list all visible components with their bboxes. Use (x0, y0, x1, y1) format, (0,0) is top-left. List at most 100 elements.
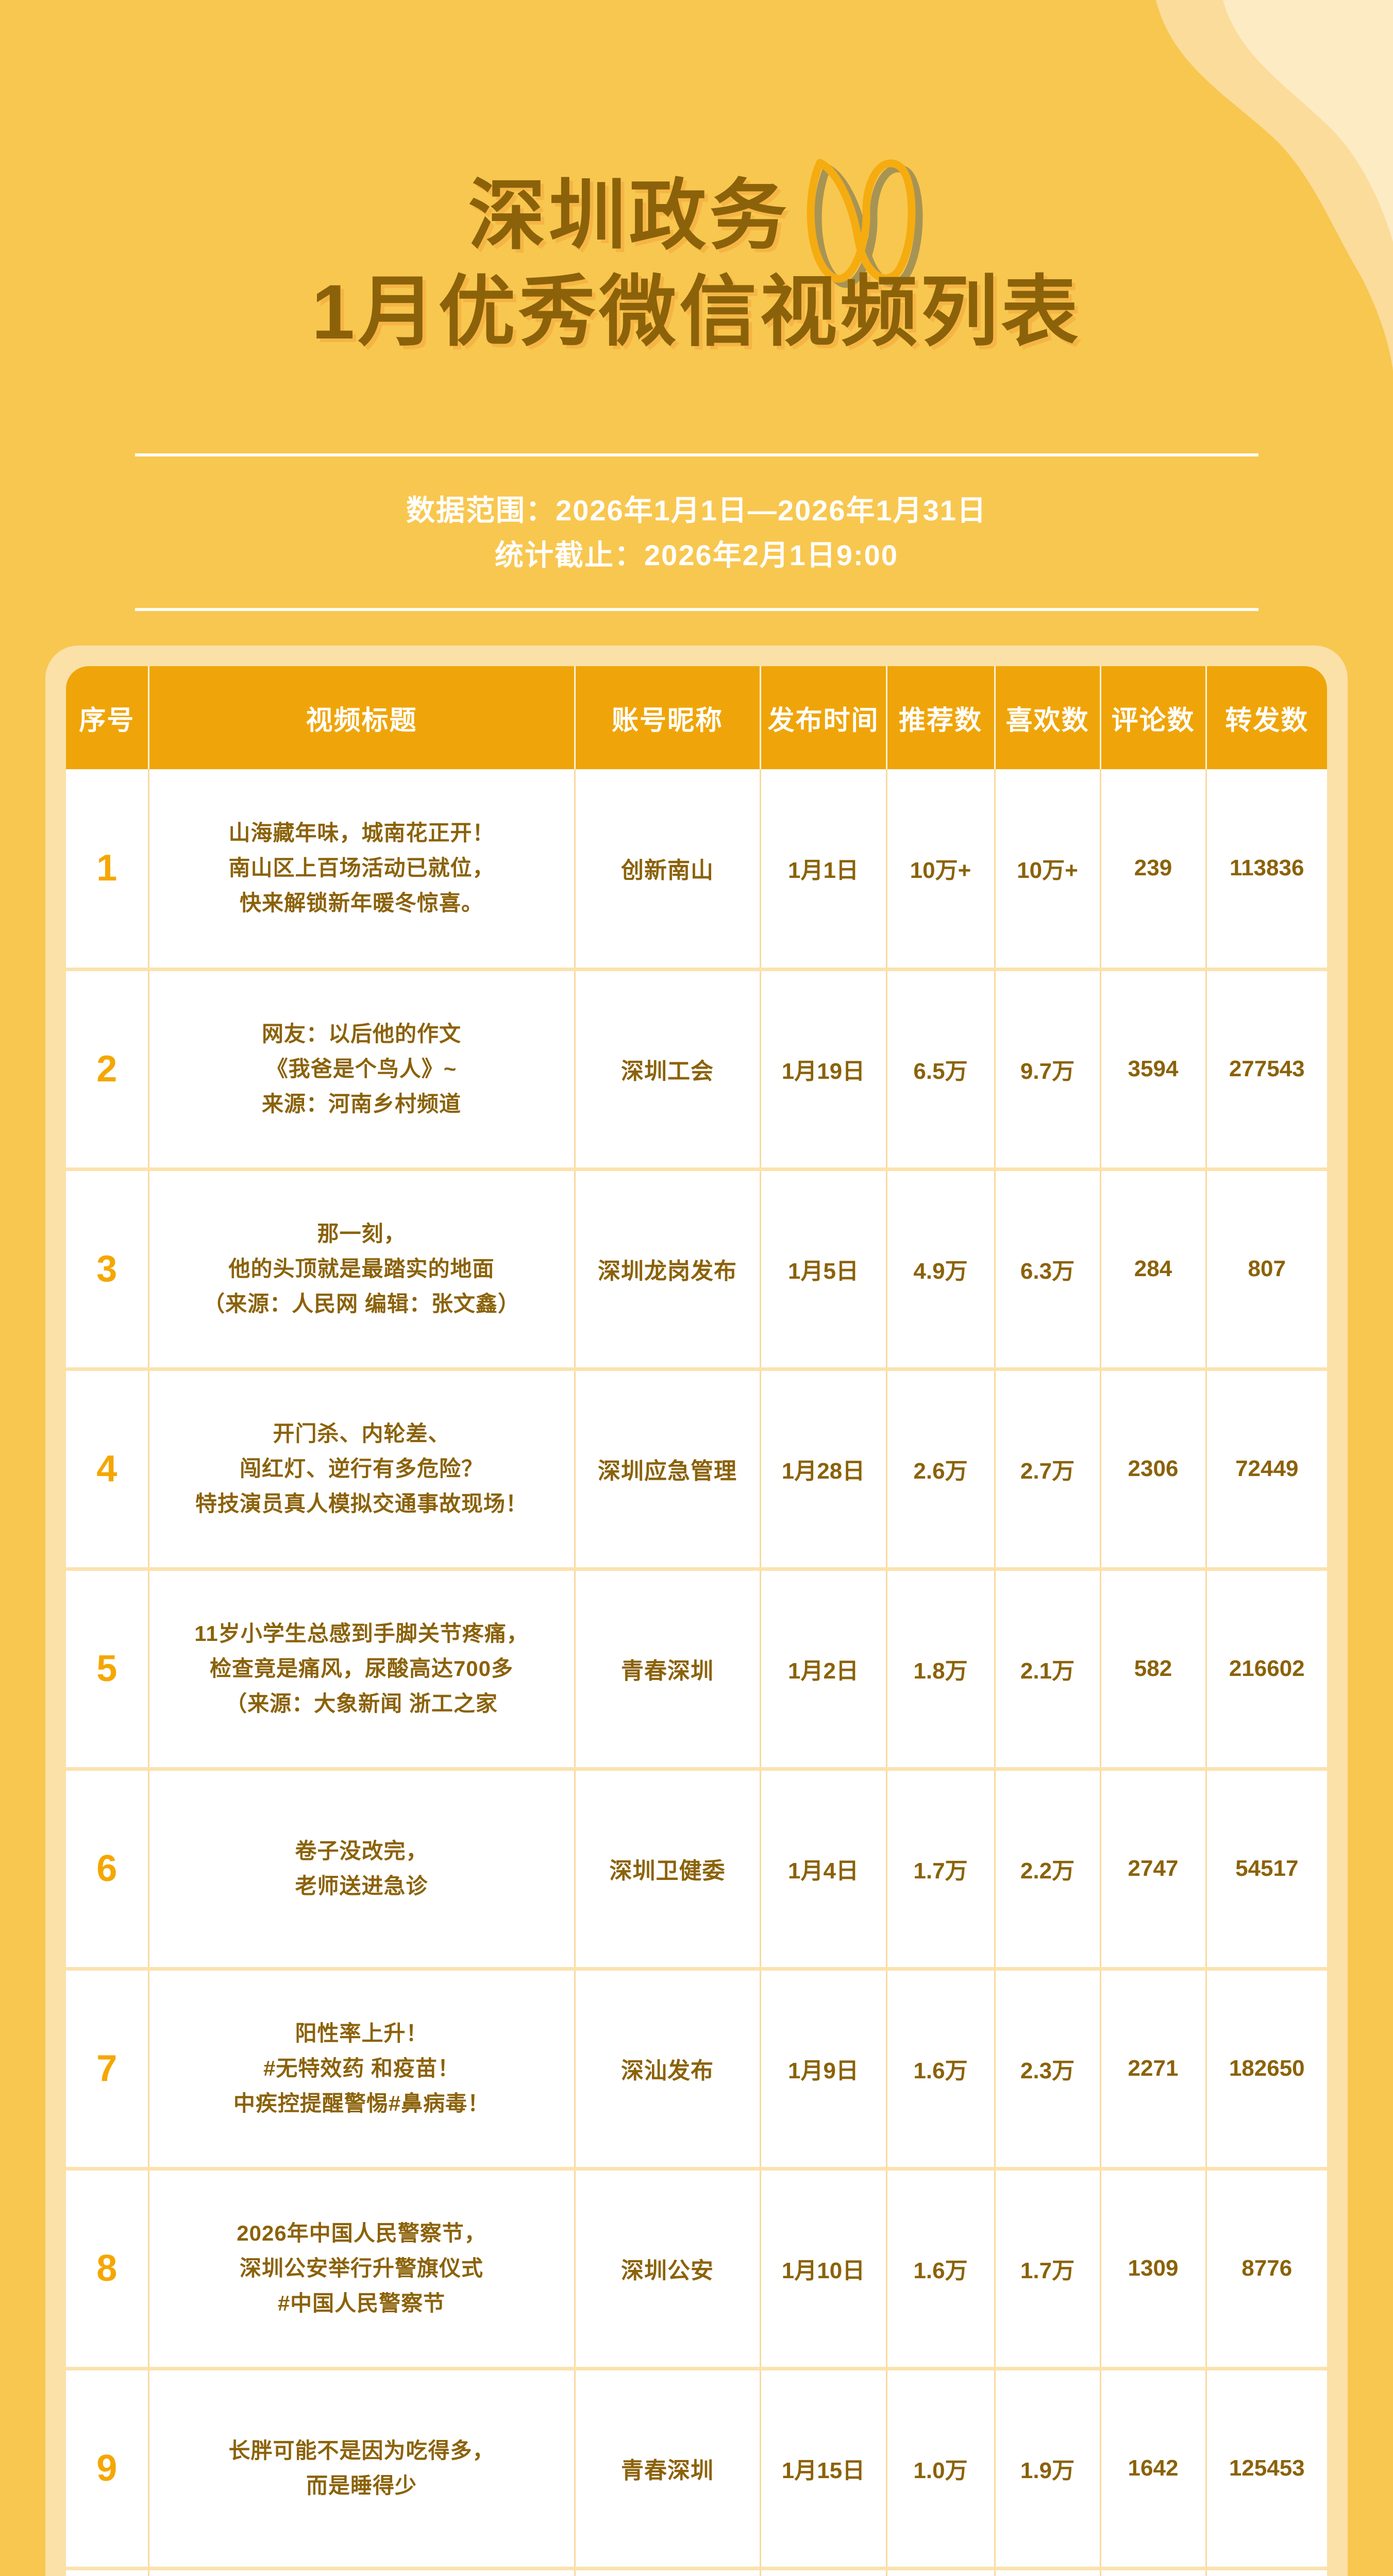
cell-account: 青春深圳 (575, 1569, 761, 1771)
cell-recommend: 7660 (886, 2568, 996, 2576)
cell-comments: 582 (1100, 1569, 1207, 1771)
column-header-date: 发布时间 (760, 666, 887, 769)
cell-index: 2 (66, 969, 149, 1171)
column-header-comments: 评论数 (1100, 666, 1207, 769)
table-row: 1 山海藏年味，城南花正开！ 南山区上百场活动已就位， 快来解锁新年暖冬惊喜。 创新南山… (66, 769, 1327, 971)
cell-likes: 1.8万 (995, 2568, 1101, 2576)
cell-title: 2026年中国人民警察节， 深圳公安举行升警旗仪式 #中国人民警察节 (148, 2168, 576, 2370)
cell-forwards: 8776 (1206, 2168, 1327, 2370)
cell-likes: 2.1万 (995, 1569, 1101, 1771)
cell-index: 5 (66, 1569, 149, 1771)
cell-recommend: 6.5万 (886, 969, 996, 1171)
cell-title: 网友：以后他的作文 《我爸是个鸟人》~ 来源：河南乡村频道 (148, 969, 576, 1171)
cell-forwards: 125453 (1206, 2368, 1327, 2570)
cell-title: 阳性率上升！ #无特效药 和疫苗！ 中疾控提醒警惕#鼻病毒！ (148, 1969, 576, 2171)
cell-title: 卷子没改完， 老师送进急诊 (148, 1769, 576, 1971)
cell-date: 1月15日 (760, 2368, 887, 2570)
column-header-title: 视频标题 (148, 666, 576, 769)
cell-account: 深圳龙岗发布 (575, 1169, 761, 1371)
cell-date: 1月9日 (760, 1969, 887, 2171)
cell-likes: 2.7万 (995, 1369, 1101, 1571)
column-header-account: 账号昵称 (575, 666, 761, 769)
cell-index: 10 (66, 2568, 149, 2576)
table-row: 3 那一刻， 他的头顶就是最踏实的地面 （来源：人民网 编辑：张文鑫） 深圳龙岗发布 1月… (66, 1169, 1327, 1371)
table-card: 序号 视频标题 账号昵称 发布时间 推荐数 喜欢数 评论数 转发数 1 山海藏年味… (45, 646, 1348, 2576)
cell-recommend: 2.6万 (886, 1369, 996, 1571)
cell-date: 1月19日 (760, 969, 887, 1171)
cell-index: 7 (66, 1969, 149, 2171)
cell-recommend: 10万+ (886, 769, 996, 971)
cell-likes: 1.9万 (995, 2368, 1101, 2570)
cell-comments: 668 (1100, 2568, 1207, 2576)
cell-forwards: 27298 (1206, 2568, 1327, 2576)
cell-forwards: 72449 (1206, 1369, 1327, 1571)
cell-comments: 3594 (1100, 969, 1207, 1171)
poster-header: 深圳政务 1月优秀微信视频列表 (0, 0, 1393, 582)
cell-comments: 2306 (1100, 1369, 1207, 1571)
cell-recommend: 1.6万 (886, 2168, 996, 2370)
cell-account: 福田融媒 (575, 2568, 761, 2576)
cell-title: 原来打字这么简单，3招让你打字速度“原地飞起”。 (148, 2568, 576, 2576)
cell-index: 3 (66, 1169, 149, 1371)
cell-account: 创新南山 (575, 769, 761, 971)
cell-comments: 1642 (1100, 2368, 1207, 2570)
column-header-likes: 喜欢数 (995, 666, 1101, 769)
cell-account: 深圳公安 (575, 2168, 761, 2370)
table-row: 5 11岁小学生总感到手脚关节疼痛， 检查竟是痛风，尿酸高达700多 （来源：大象新闻… (66, 1569, 1327, 1771)
subtitle-block: 数据范围：2026年1月1日—2026年1月31日 统计截止：2026年2月1日… (0, 453, 1393, 611)
title-line-1-row: 深圳政务 (0, 138, 1393, 293)
cell-account: 青春深圳 (575, 2368, 761, 2570)
cell-index: 4 (66, 1369, 149, 1571)
cell-recommend: 1.6万 (886, 1969, 996, 2171)
cell-recommend: 1.8万 (886, 1569, 996, 1771)
cell-comments: 1309 (1100, 2168, 1207, 2370)
page-title-sub: 1月优秀微信视频列表 (311, 268, 1082, 355)
cell-date: 1月28日 (760, 1369, 887, 1571)
cell-comments: 2747 (1100, 1769, 1207, 1971)
cell-title: 长胖可能不是因为吃得多， 而是睡得少 (148, 2368, 576, 2570)
cell-title: 那一刻， 他的头顶就是最踏实的地面 （来源：人民网 编辑：张文鑫） (148, 1169, 576, 1371)
table-wrapper: 序号 视频标题 账号昵称 发布时间 推荐数 喜欢数 评论数 转发数 1 山海藏年味… (66, 666, 1327, 2576)
cell-forwards: 277543 (1206, 969, 1327, 1171)
cell-index: 6 (66, 1769, 149, 1971)
cell-index: 1 (66, 769, 149, 971)
table-header-row: 序号 视频标题 账号昵称 发布时间 推荐数 喜欢数 评论数 转发数 (66, 666, 1327, 769)
table-row: 7 阳性率上升！ #无特效药 和疫苗！ 中疾控提醒警惕#鼻病毒！ 深汕发布 1月9日 1.6… (66, 1969, 1327, 2171)
cell-account: 深圳应急管理 (575, 1369, 761, 1571)
cell-comments: 284 (1100, 1169, 1207, 1371)
column-header-recommend: 推荐数 (886, 666, 996, 769)
cell-likes: 6.3万 (995, 1169, 1101, 1371)
divider-top (135, 453, 1258, 456)
cell-date: 1月1日 (760, 769, 887, 971)
cell-date: 1月2日 (760, 1569, 887, 1771)
cell-index: 9 (66, 2368, 149, 2570)
table-body: 1 山海藏年味，城南花正开！ 南山区上百场活动已就位， 快来解锁新年暖冬惊喜。 创新南山… (66, 769, 1327, 2576)
cell-account: 深汕发布 (575, 1969, 761, 2171)
cell-likes: 2.2万 (995, 1769, 1101, 1971)
cell-title: 山海藏年味，城南花正开！ 南山区上百场活动已就位， 快来解锁新年暖冬惊喜。 (148, 769, 576, 971)
table-row: 9 长胖可能不是因为吃得多， 而是睡得少 青春深圳 1月15日 1.0万 1.9万 1642 1… (66, 2368, 1327, 2570)
cell-recommend: 1.0万 (886, 2368, 996, 2570)
butterfly-logo (807, 159, 922, 288)
cell-likes: 1.7万 (995, 2168, 1101, 2370)
cell-likes: 2.3万 (995, 1969, 1101, 2171)
table-row: 4 开门杀、内轮差、 闯红灯、逆行有多危险？ 特技演员真人模拟交通事故现场！ 深圳应急管… (66, 1369, 1327, 1571)
cell-likes: 10万+ (995, 769, 1101, 971)
table-row: 6 卷子没改完， 老师送进急诊 深圳卫健委 1月4日 1.7万 2.2万 2747 54517 (66, 1769, 1327, 1971)
cell-forwards: 54517 (1206, 1769, 1327, 1971)
cell-recommend: 4.9万 (886, 1169, 996, 1371)
page-title-main: 深圳政务 (468, 172, 790, 259)
cell-forwards: 182650 (1206, 1969, 1327, 2171)
data-range-text: 数据范围：2026年1月1日—2026年1月31日 (406, 494, 987, 527)
cell-comments: 2271 (1100, 1969, 1207, 2171)
cell-account: 深圳工会 (575, 969, 761, 1171)
cell-account: 深圳卫健委 (575, 1769, 761, 1971)
cell-title: 开门杀、内轮差、 闯红灯、逆行有多危险？ 特技演员真人模拟交通事故现场！ (148, 1369, 576, 1571)
cell-likes: 9.7万 (995, 969, 1101, 1171)
video-ranking-table: 序号 视频标题 账号昵称 发布时间 推荐数 喜欢数 评论数 转发数 1 山海藏年味… (66, 666, 1327, 2576)
title-line-2-row: 1月优秀微信视频列表 (0, 273, 1393, 350)
cell-date: 1月4日 (760, 1769, 887, 1971)
cell-forwards: 113836 (1206, 769, 1327, 971)
table-row: 10原来打字这么简单，3招让你打字速度“原地飞起”。福田融媒1月2日76601.… (66, 2568, 1327, 2576)
